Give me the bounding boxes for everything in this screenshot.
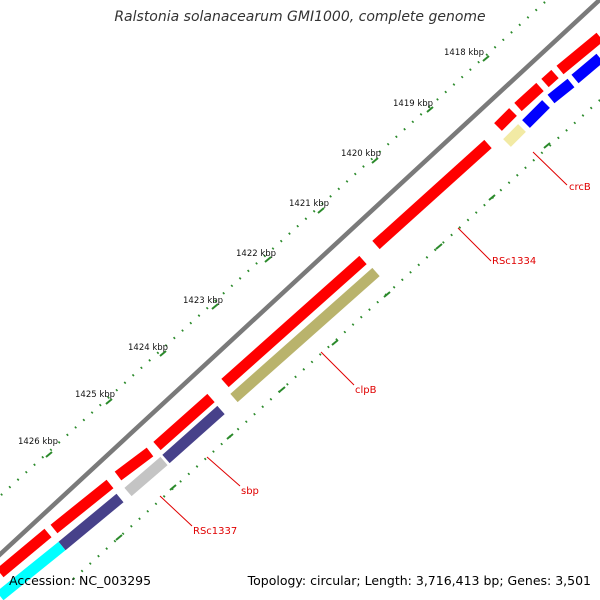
gene-label-sbp: sbp (241, 486, 259, 497)
gene-feature (547, 78, 575, 104)
gene-feature (541, 69, 559, 88)
gene-feature (0, 528, 52, 578)
gene-feature (514, 82, 544, 112)
gene-feature (556, 32, 600, 75)
gene-feature (153, 393, 215, 451)
ruler-label-1422: 1422 kbp (236, 249, 276, 259)
ruler-tick (45, 451, 53, 458)
ruler-tick (488, 194, 496, 201)
map-title: Ralstonia solanacearum GMI1000, complete… (114, 9, 486, 25)
ruler-tick (426, 106, 434, 113)
ruler-tick (371, 157, 379, 164)
ruler-label-1425: 1425 kbp (75, 390, 115, 400)
gene-clpB (230, 267, 380, 403)
gene-clpB-forward (221, 255, 367, 388)
leader-crcB (532, 151, 568, 186)
gene-RSc1334 (372, 139, 492, 250)
ruler-tick (105, 398, 113, 405)
gene-feature (114, 447, 154, 481)
reverse-strand-genes (0, 53, 600, 600)
ruler-tick (278, 386, 286, 393)
ruler-tick (543, 142, 551, 149)
inner-ruler-ticks (115, 142, 551, 541)
gene-feature (522, 100, 550, 128)
leader-clpB (320, 351, 355, 386)
gene-label-RSc1334: RSc1334 (492, 256, 536, 267)
leader-sbp (206, 456, 241, 487)
ruler-tick (264, 256, 272, 263)
ruler-label-1418: 1418 kbp (444, 48, 484, 58)
gene-label-RSc1337: RSc1337 (193, 526, 237, 537)
gene-sbp (162, 405, 225, 464)
ruler-tick (211, 303, 219, 310)
leader-RSc1334 (457, 227, 492, 262)
leader-RSc1337 (159, 495, 193, 527)
ruler-tick (482, 55, 490, 62)
ruler-tick (159, 350, 167, 357)
genome-summary-text: Topology: circular; Length: 3,716,413 bp… (247, 573, 591, 588)
gene-feature (494, 108, 517, 131)
gene-label-clpB: clpB (355, 385, 377, 396)
ruler-ticks (45, 55, 490, 458)
ruler-tick (317, 207, 325, 214)
gene-feature (50, 479, 114, 534)
ruler-label-1419: 1419 kbp (393, 99, 433, 109)
ruler-label-1420: 1420 kbp (341, 149, 381, 159)
ruler-label-1424: 1424 kbp (128, 343, 168, 353)
ruler-tick (435, 243, 443, 250)
outer-dotted-ruler (0, 1, 546, 497)
ruler-tick (169, 484, 177, 491)
label-leaders (159, 151, 568, 527)
ruler-label-1423: 1423 kbp (183, 296, 223, 306)
genome-backbone (0, 0, 600, 558)
gene-feature (58, 493, 124, 551)
ruler-tick (226, 433, 234, 440)
ruler-tick (383, 291, 391, 298)
ruler-label-1426: 1426 kbp (18, 437, 58, 447)
gene-crcB (503, 124, 526, 147)
forward-strand-genes (0, 32, 600, 578)
ruler-label-1421: 1421 kbp (289, 199, 329, 209)
accession-text: Accession: NC_003295 (9, 573, 152, 588)
ruler-tick (331, 339, 339, 346)
ruler-labels: 1418 kbp 1419 kbp 1420 kbp 1421 kbp 1422… (18, 48, 484, 447)
gene-RSc1337 (124, 456, 168, 497)
gene-feature (0, 541, 66, 600)
gene-label-crcB: crcB (569, 182, 591, 193)
gene-feature (571, 53, 600, 84)
inner-dotted-ruler (69, 99, 600, 583)
gene-labels: crcB RSc1334 clpB sbp RSc1337 (193, 182, 591, 537)
ruler-tick (115, 534, 123, 541)
